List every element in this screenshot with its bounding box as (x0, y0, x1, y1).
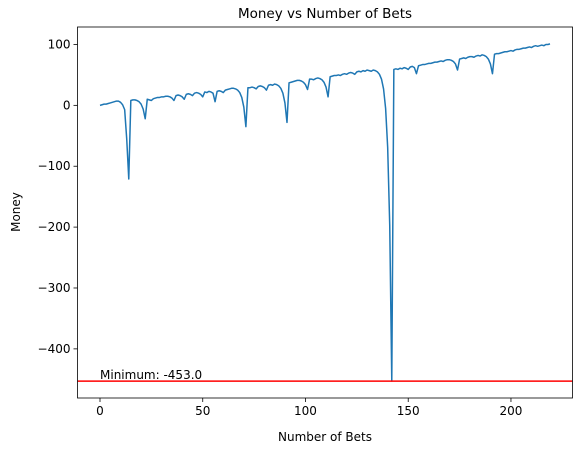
y-tick-label: 100 (48, 37, 71, 51)
y-tick-label: 0 (63, 98, 71, 112)
chart-title: Money vs Number of Bets (238, 6, 412, 22)
y-tick-label: −400 (38, 342, 71, 356)
y-tick-label: −300 (38, 281, 71, 295)
y-tick-label: −100 (38, 159, 71, 173)
x-tick-label: 150 (397, 404, 420, 418)
y-axis-label: Money (9, 192, 23, 232)
data-line (99, 43, 551, 382)
x-tick-label: 50 (195, 404, 210, 418)
plot-frame (77, 26, 573, 399)
x-axis-label: Number of Bets (278, 430, 372, 444)
x-tick-label: 200 (500, 404, 523, 418)
y-tick-label: −200 (38, 220, 71, 234)
minimum-annotation: Minimum: -453.0 (100, 368, 202, 382)
x-tick-label: 0 (96, 404, 104, 418)
x-tick-label: 100 (294, 404, 317, 418)
